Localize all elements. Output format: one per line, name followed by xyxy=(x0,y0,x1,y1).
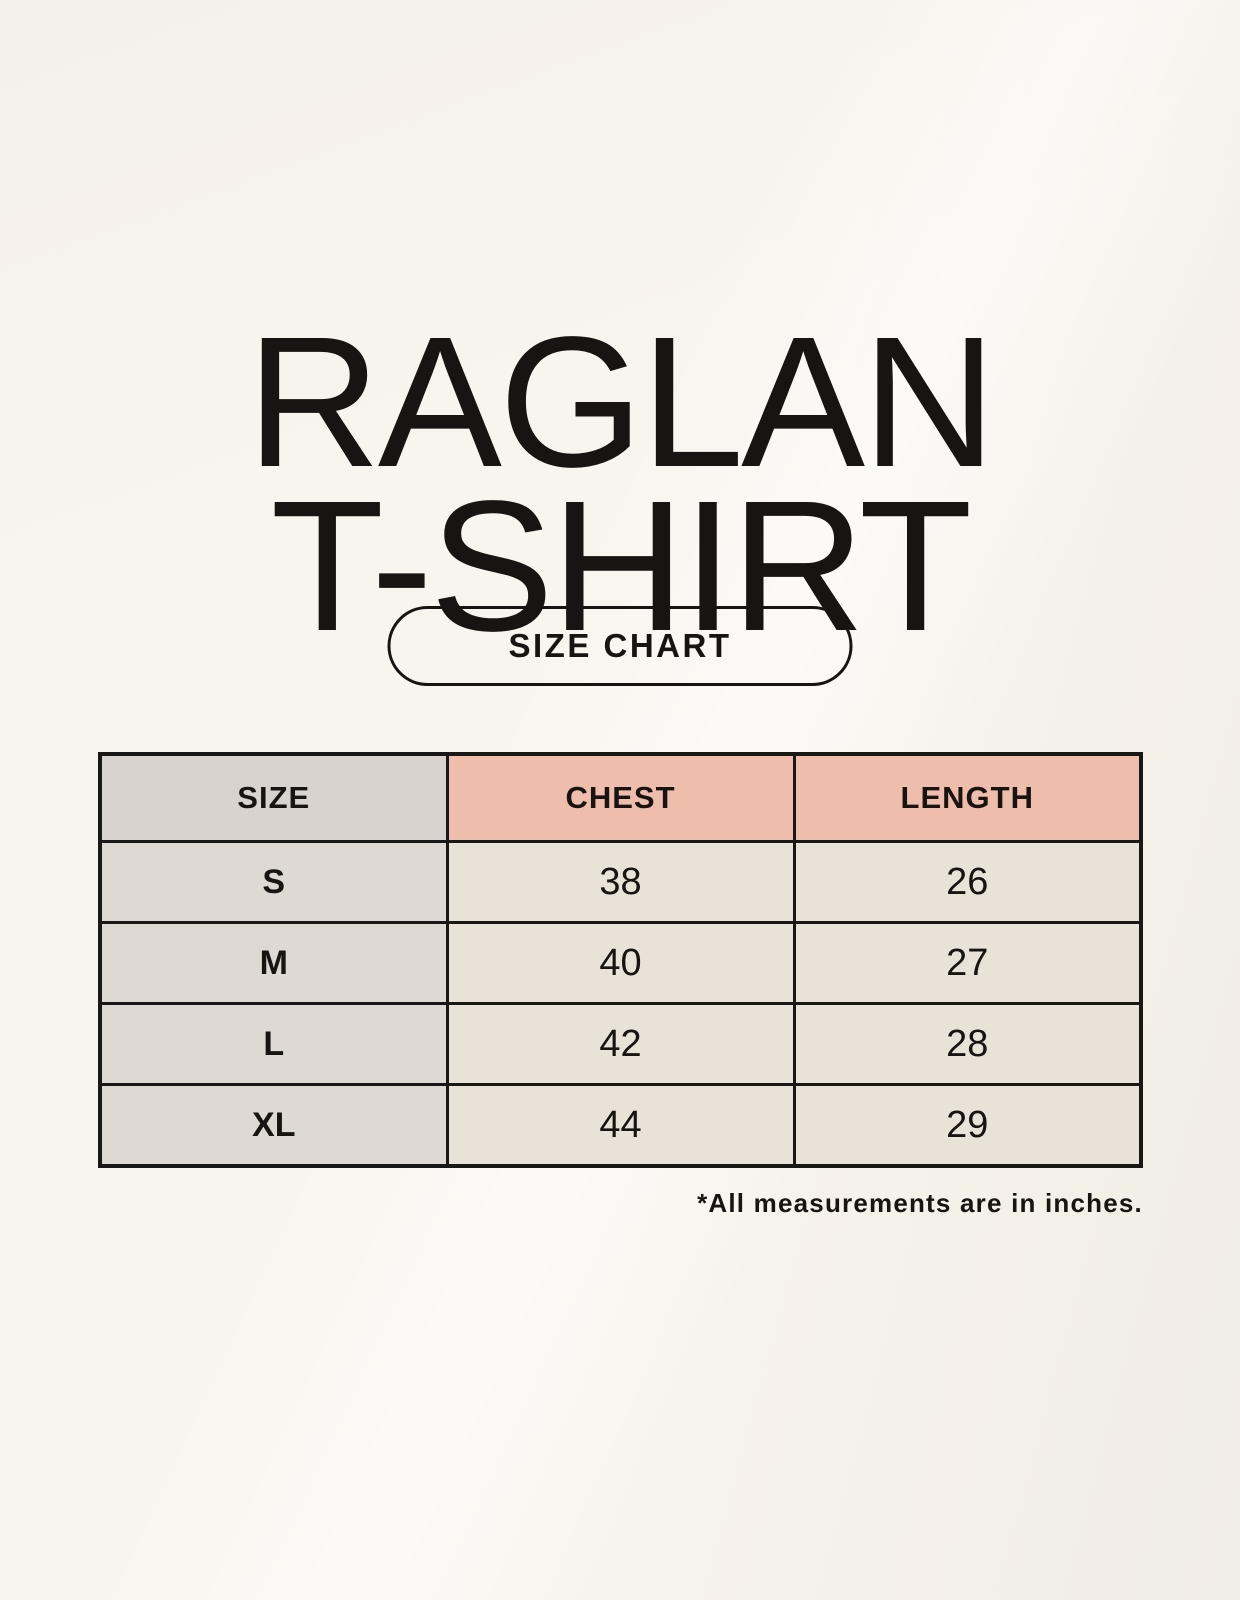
column-header-length: LENGTH xyxy=(792,752,1143,843)
measurements-footnote: *All measurements are in inches. xyxy=(697,1188,1143,1218)
size-cell: XL xyxy=(98,1083,449,1168)
length-cell: 27 xyxy=(792,921,1143,1005)
size-chart-section: SIZE CHEST LENGTH S 38 26 M 40 27 L 42 2… xyxy=(98,752,1143,1219)
size-cell: L xyxy=(98,1002,449,1086)
length-cell: 29 xyxy=(792,1083,1143,1168)
length-cell: 28 xyxy=(792,1002,1143,1086)
size-table: SIZE CHEST LENGTH S 38 26 M 40 27 L 42 2… xyxy=(98,752,1143,1168)
size-chart-button[interactable]: SIZE CHART xyxy=(387,606,853,686)
table-row: S 38 26 xyxy=(98,840,1143,924)
table-header-row: SIZE CHEST LENGTH xyxy=(98,752,1143,843)
table-row: L 42 28 xyxy=(98,1002,1143,1086)
table-row: M 40 27 xyxy=(98,921,1143,1005)
page-title: RAGLAN T-SHIRT xyxy=(0,298,1240,670)
title-line-2: T-SHIRT xyxy=(270,462,973,670)
table-row: XL 44 29 xyxy=(98,1083,1143,1168)
chest-cell: 38 xyxy=(445,840,796,924)
title-line-1: RAGLAN xyxy=(246,298,997,506)
column-header-chest: CHEST xyxy=(445,752,796,843)
chest-cell: 42 xyxy=(445,1002,796,1086)
size-chart-button-label: SIZE CHART xyxy=(508,627,732,664)
column-header-size: SIZE xyxy=(98,752,449,843)
chest-cell: 44 xyxy=(445,1083,796,1168)
size-cell: S xyxy=(98,840,449,924)
size-cell: M xyxy=(98,921,449,1005)
chest-cell: 40 xyxy=(445,921,796,1005)
length-cell: 26 xyxy=(792,840,1143,924)
